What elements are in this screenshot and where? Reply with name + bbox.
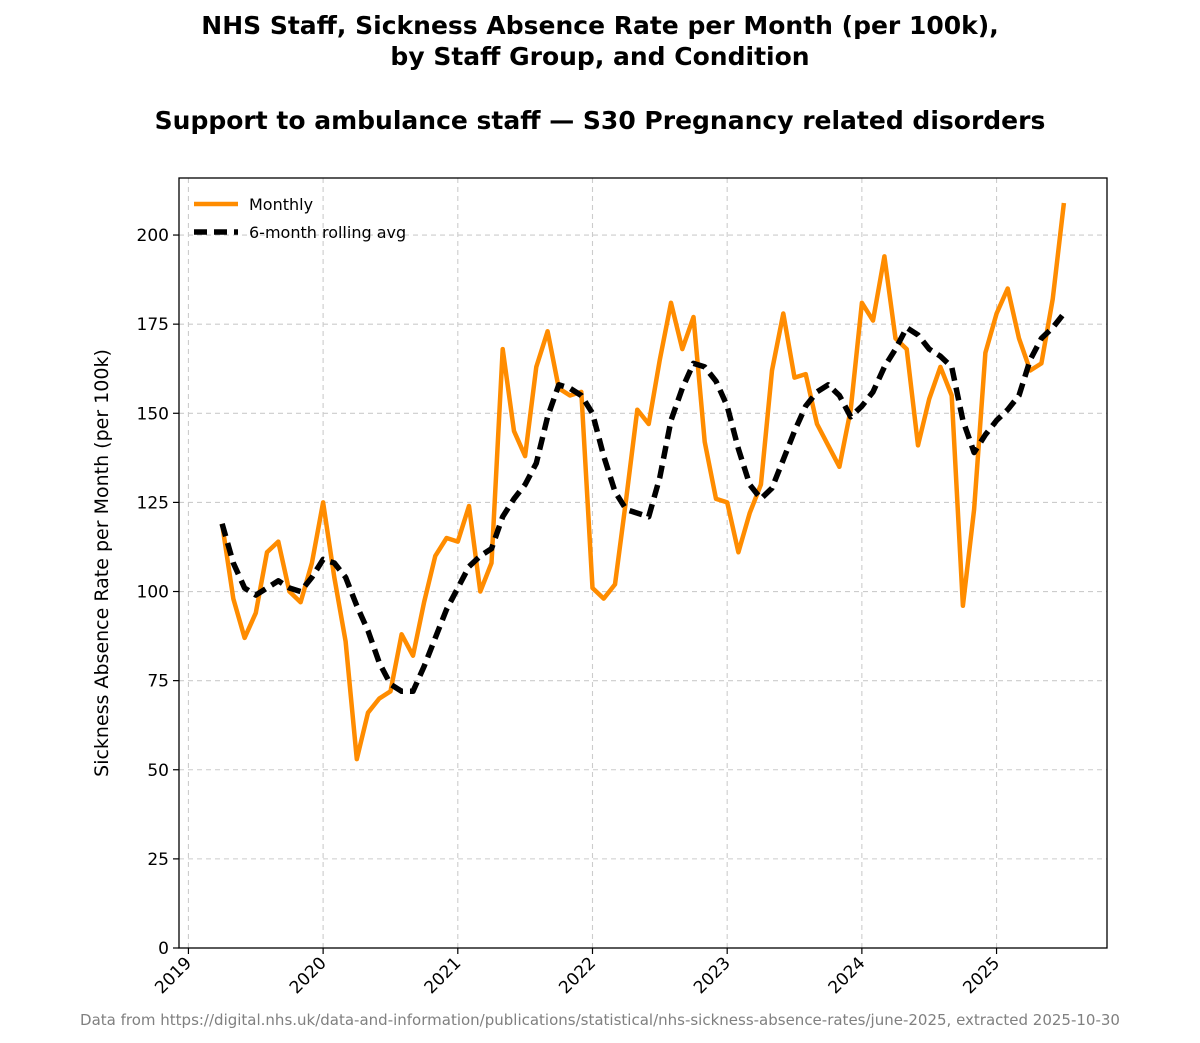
data-source-footer: Data from https://digital.nhs.uk/data-an… [80, 1011, 1120, 1029]
chart-subtitle: Support to ambulance staff — S30 Pregnan… [154, 106, 1046, 135]
x-tick-label: 2025 [959, 953, 1004, 998]
x-tick-label: 2024 [825, 953, 870, 998]
legend: Monthly 6-month rolling avg [194, 195, 406, 242]
y-tick-label: 200 [137, 226, 169, 246]
series-lines [219, 202, 1067, 762]
x-tick-label: 2023 [690, 953, 735, 998]
y-tick-label: 50 [147, 761, 169, 781]
chart-title-line-2: by Staff Group, and Condition [390, 42, 810, 71]
y-tick-label: 175 [137, 315, 169, 335]
y-tick-label: 125 [137, 493, 169, 513]
chart-title: NHS Staff, Sickness Absence Rate per Mon… [0, 10, 1200, 72]
y-tick-label: 150 [137, 404, 169, 424]
x-tick-label: 2020 [286, 953, 331, 998]
x-tick-label: 2022 [555, 953, 600, 998]
y-axis-label: Sickness Absence Rate per Month (per 100… [91, 349, 113, 777]
axes: 0 25 50 75 100 125 150 175 200 2019 2020 2021 2022 20… [137, 226, 1005, 998]
x-tick-label: 2019 [151, 953, 196, 998]
y-tick-label: 25 [147, 850, 169, 870]
y-tick-label: 100 [137, 583, 169, 603]
legend-label-rolling: 6-month rolling avg [249, 223, 406, 242]
rolling-avg-series-line [219, 311, 1067, 695]
plot-frame [178, 177, 1108, 949]
legend-label-monthly: Monthly [249, 195, 313, 214]
y-tick-label: 75 [147, 672, 169, 692]
monthly-series-line [219, 202, 1067, 762]
chart-title-line-1: NHS Staff, Sickness Absence Rate per Mon… [201, 11, 999, 40]
x-tick-label: 2021 [421, 953, 466, 998]
y-tick-label: 0 [158, 939, 169, 959]
